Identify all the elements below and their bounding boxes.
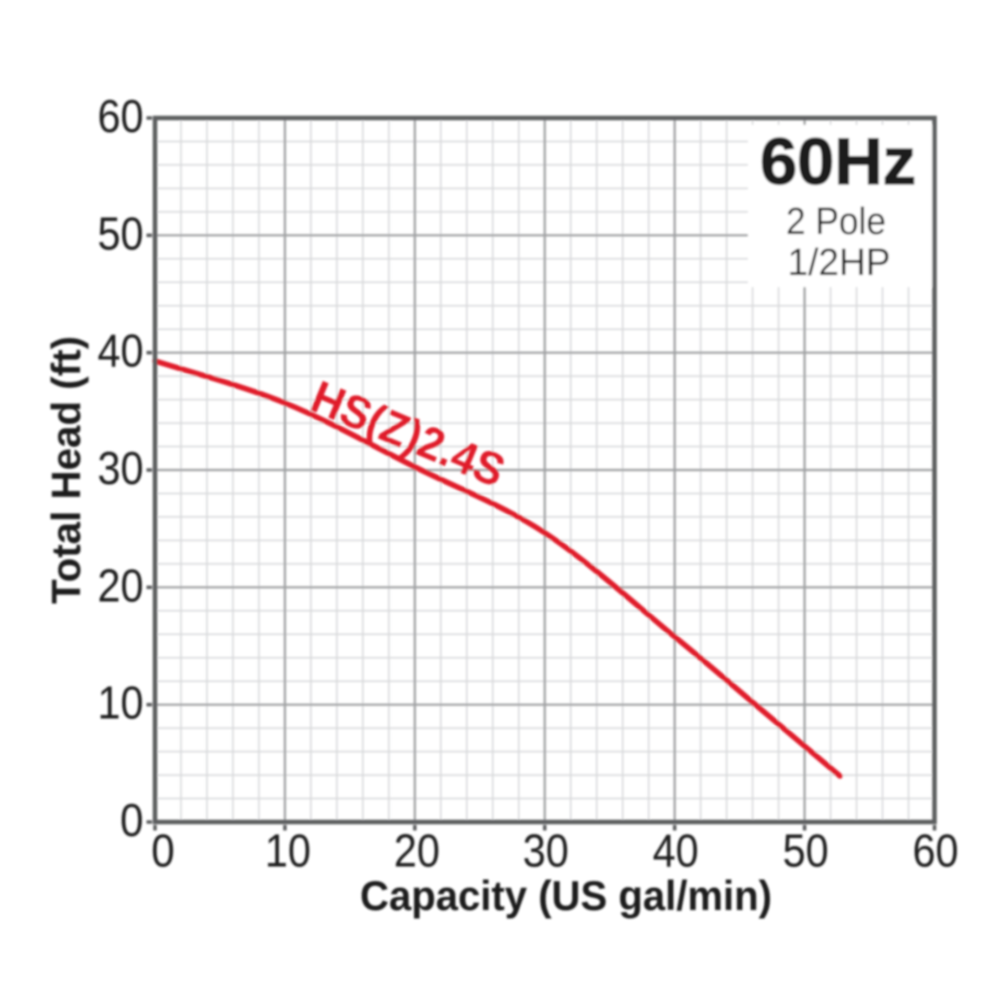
svg-text:40: 40	[98, 325, 144, 377]
svg-text:60: 60	[913, 825, 959, 877]
svg-text:40: 40	[653, 825, 699, 877]
svg-text:2 Pole: 2 Pole	[786, 201, 886, 243]
svg-text:0: 0	[120, 794, 144, 846]
svg-text:1/2HP: 1/2HP	[788, 242, 891, 284]
svg-text:60: 60	[98, 90, 144, 142]
svg-text:20: 20	[394, 825, 440, 877]
svg-text:20: 20	[98, 559, 144, 611]
svg-text:10: 10	[265, 825, 311, 877]
svg-text:Total Head (ft): Total Head (ft)	[43, 336, 89, 604]
svg-text:Capacity (US gal/min): Capacity (US gal/min)	[360, 872, 772, 919]
svg-text:60Hz: 60Hz	[760, 124, 916, 198]
svg-text:50: 50	[783, 825, 829, 877]
svg-text:10: 10	[98, 677, 144, 729]
svg-text:50: 50	[98, 207, 144, 259]
svg-text:0: 0	[151, 825, 175, 877]
svg-text:30: 30	[523, 825, 569, 877]
svg-text:30: 30	[98, 442, 144, 494]
